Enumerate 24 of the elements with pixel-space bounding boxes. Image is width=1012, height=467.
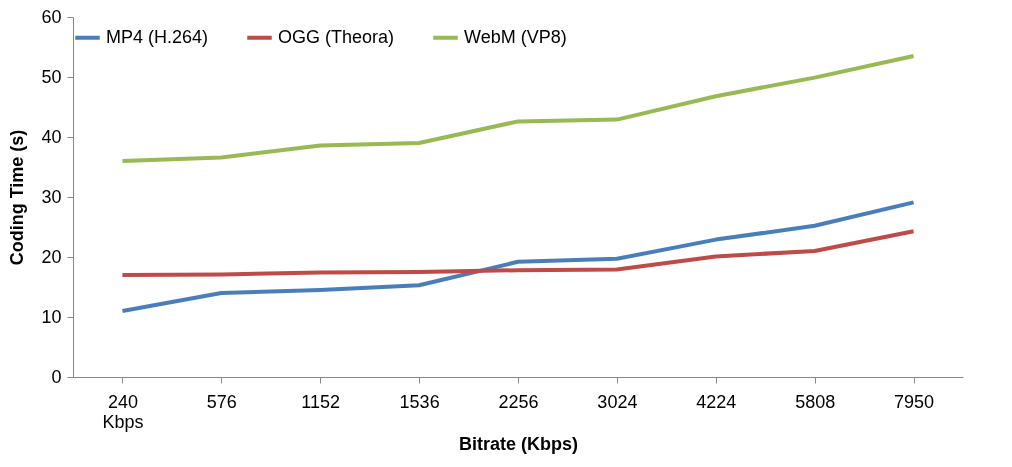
legend-label: WebM (VP8): [464, 26, 567, 47]
line-series: [120, 54, 916, 163]
x-tick-label: 3024: [597, 391, 638, 412]
legend-label: OGG (Theora): [278, 26, 395, 47]
y-tick-label: 30: [41, 186, 62, 207]
x-tick-label: 4224: [696, 391, 737, 412]
y-tick-label: 0: [51, 366, 62, 387]
x-tick-label: 7950: [894, 391, 935, 412]
y-tick-label: 10: [41, 306, 62, 327]
x-tick-label: 5808: [795, 391, 836, 412]
x-tick-label: 1536: [399, 391, 440, 412]
y-tick-label: 20: [41, 246, 62, 267]
y-axis-title: Coding Time (s): [7, 129, 28, 266]
y-tick-label: 50: [41, 66, 62, 87]
x-tick-label: 1152: [301, 391, 341, 412]
line-series: [120, 200, 916, 313]
x-axis-title: Bitrate (Kbps): [458, 433, 579, 454]
line-series: [120, 229, 916, 277]
x-tick-label: 240 Kbps: [102, 391, 144, 432]
y-tick-label: 60: [41, 6, 62, 27]
x-tick-label: 2256: [498, 391, 539, 412]
legend-label: MP4 (H.264): [106, 26, 209, 47]
y-tick-label: 40: [41, 126, 62, 147]
x-tick-label: 576: [206, 391, 237, 412]
